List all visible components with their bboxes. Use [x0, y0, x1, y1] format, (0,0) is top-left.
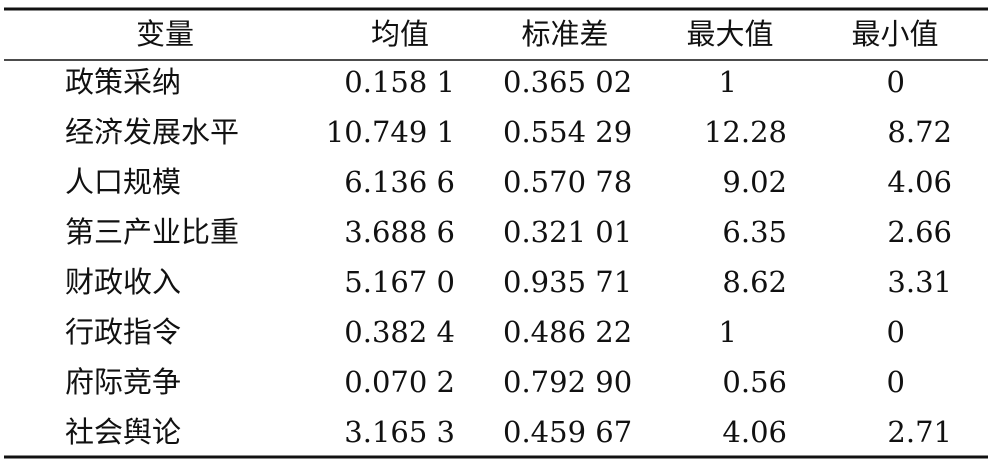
table-cell: 0.382 4: [344, 315, 455, 349]
row-label: 府际竞争: [65, 365, 181, 399]
table-cell: 2.66: [887, 215, 952, 249]
table-cell: 10.749 1: [326, 115, 455, 149]
row-label: 财政收入: [65, 265, 181, 299]
table-cell: 12.28: [704, 115, 787, 149]
table-cell: 0.792 90: [503, 365, 632, 399]
table-cell: 6.35: [722, 215, 787, 249]
table-cell: 3.31: [887, 265, 952, 299]
table-cell: 8.72: [887, 115, 952, 149]
table-cell: 0: [887, 315, 905, 349]
table-cell: 4.06: [887, 165, 952, 199]
table-cell: 8.62: [722, 265, 787, 299]
table-cell: 0.365 02: [503, 65, 632, 99]
table-cell: 3.165 3: [344, 415, 455, 449]
table-cell: 1: [719, 65, 737, 99]
table-cell: 0.554 29: [503, 115, 632, 149]
table-cell: 0.56: [722, 365, 787, 399]
row-label: 经济发展水平: [65, 115, 239, 149]
table-cell: 5.167 0: [344, 265, 455, 299]
header-cell: 最大值: [686, 17, 773, 51]
table-cell: 9.02: [722, 165, 787, 199]
row-label: 人口规模: [65, 165, 181, 199]
table-cell: 0.459 67: [503, 415, 632, 449]
header-cell: 均值: [371, 17, 429, 51]
table-cell: 6.136 6: [344, 165, 455, 199]
table-cell: 0.321 01: [503, 215, 632, 249]
table-cell: 0: [887, 65, 905, 99]
table-cell: 1: [719, 315, 737, 349]
table-cell: 3.688 6: [344, 215, 455, 249]
table-cell: 2.71: [887, 415, 952, 449]
table-cell: 0.570 78: [503, 165, 632, 199]
table-cell: 0.486 22: [503, 315, 632, 349]
table-cell: 0: [887, 365, 905, 399]
row-label: 行政指令: [65, 315, 181, 349]
table-cell: 0.935 71: [503, 265, 632, 299]
table-cell: 4.06: [722, 415, 787, 449]
header-cell: 变量: [136, 17, 194, 51]
table-cell: 0.070 2: [344, 365, 455, 399]
header-cell: 标准差: [521, 17, 608, 51]
header-cell: 最小值: [851, 17, 938, 51]
row-label: 政策采纳: [65, 65, 181, 99]
row-label: 第三产业比重: [65, 215, 239, 249]
row-label: 社会舆论: [65, 415, 181, 449]
table-cell: 0.158 1: [344, 65, 455, 99]
